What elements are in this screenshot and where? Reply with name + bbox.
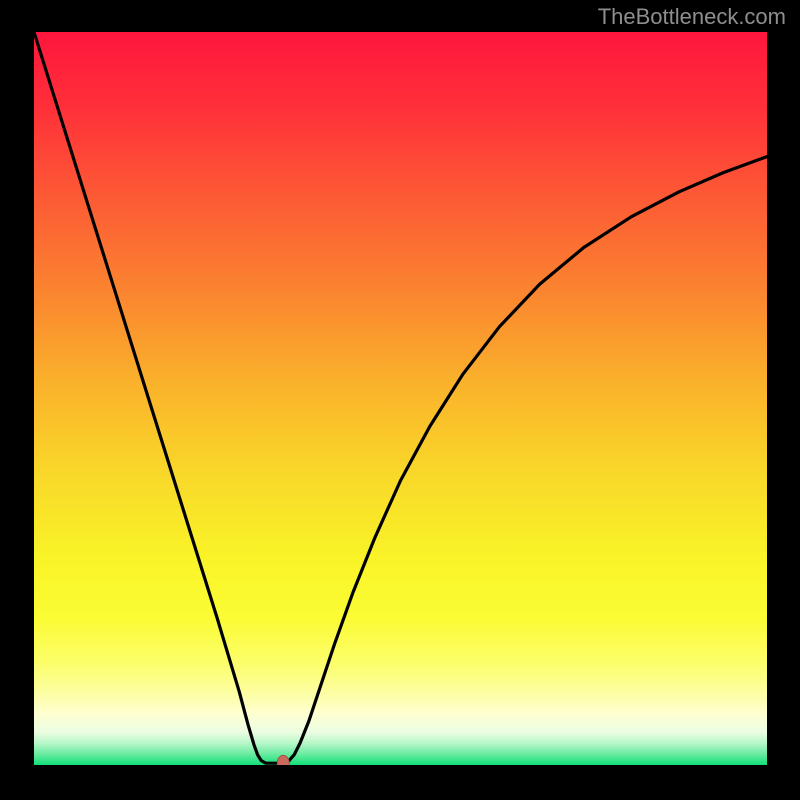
curve-layer: [34, 32, 767, 765]
minimum-marker: [277, 755, 289, 765]
plot-area: [34, 32, 767, 765]
bottleneck-curve: [34, 32, 767, 763]
watermark-text: TheBottleneck.com: [598, 4, 786, 30]
